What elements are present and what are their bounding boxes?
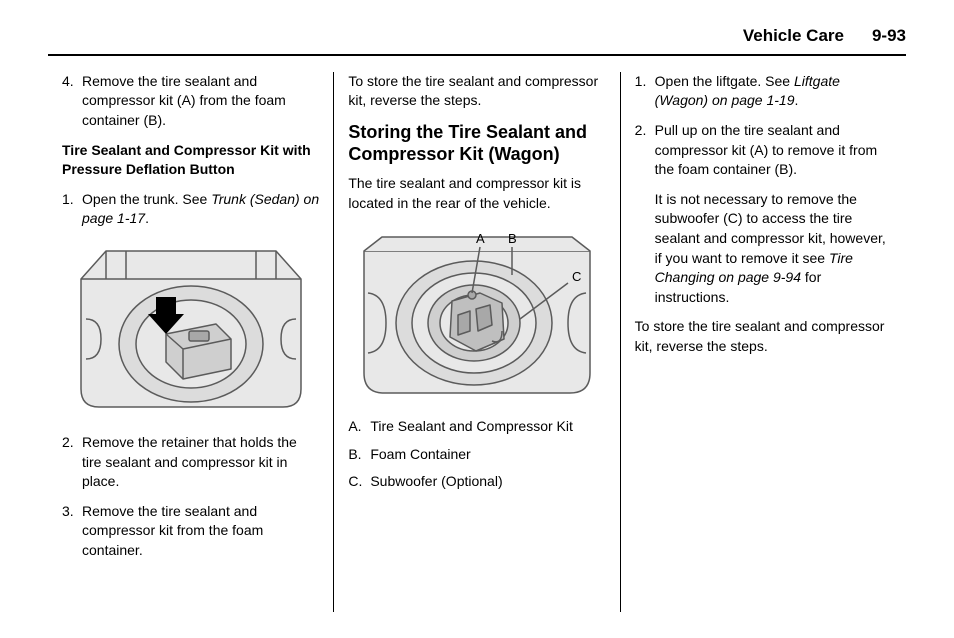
col3-steps-list: 1. Open the liftgate. See Liftgate (Wago…	[635, 72, 892, 180]
text-run: .	[145, 210, 149, 226]
col3-closing: To store the tire sealant and compressor…	[635, 317, 892, 356]
wagon-compartment-illustration: A B C	[352, 223, 602, 403]
column-2: To store the tire sealant and compressor…	[333, 72, 619, 612]
list-number: 1.	[635, 72, 655, 111]
col1-continued-list: 4. Remove the tire sealant and compresso…	[62, 72, 319, 131]
legend-item: A. Tire Sealant and Compressor Kit	[348, 417, 605, 437]
list-text: Pull up on the tire sealant and compress…	[655, 121, 892, 180]
text-run: Open the liftgate. See	[655, 73, 794, 89]
col2-intro: To store the tire sealant and compressor…	[348, 72, 605, 111]
list-text: Remove the tire sealant and compressor k…	[82, 502, 319, 561]
legend-label: C.	[348, 472, 370, 492]
col2-heading: Storing the Tire Sealant and Compressor …	[348, 121, 605, 166]
column-3: 1. Open the liftgate. See Liftgate (Wago…	[620, 72, 906, 612]
list-text: Remove the retainer that holds the tire …	[82, 433, 319, 492]
col3-note: It is not necessary to remove the subwoo…	[655, 190, 892, 308]
figure-label-a: A	[476, 231, 485, 246]
list-number: 2.	[62, 433, 82, 492]
col2-desc: The tire sealant and compressor kit is l…	[348, 174, 605, 213]
content-columns: 4. Remove the tire sealant and compresso…	[48, 72, 906, 612]
legend-label: B.	[348, 445, 370, 465]
list-item: 2. Remove the retainer that holds the ti…	[62, 433, 319, 492]
legend-item: B. Foam Container	[348, 445, 605, 465]
col1-subheading: Tire Sealant and Compressor Kit with Pre…	[62, 141, 319, 180]
list-item: 1. Open the trunk. See Trunk (Sedan) on …	[62, 190, 319, 229]
list-item: 1. Open the liftgate. See Liftgate (Wago…	[635, 72, 892, 111]
text-run: Open the trunk. See	[82, 191, 211, 207]
list-number: 1.	[62, 190, 82, 229]
list-text: Remove the tire sealant and compressor k…	[82, 72, 319, 131]
list-item: 3. Remove the tire sealant and compresso…	[62, 502, 319, 561]
list-number: 3.	[62, 502, 82, 561]
trunk-compartment-illustration	[71, 239, 311, 419]
column-1: 4. Remove the tire sealant and compresso…	[48, 72, 333, 612]
list-item: 2. Pull up on the tire sealant and compr…	[635, 121, 892, 180]
legend-text: Foam Container	[370, 445, 605, 465]
col1-steps-list: 1. Open the trunk. See Trunk (Sedan) on …	[62, 190, 319, 229]
legend-label: A.	[348, 417, 370, 437]
list-item: 4. Remove the tire sealant and compresso…	[62, 72, 319, 131]
legend-text: Subwoofer (Optional)	[370, 472, 605, 492]
figure-label-b: B	[508, 231, 517, 246]
col2-legend: A. Tire Sealant and Compressor Kit B. Fo…	[348, 417, 605, 492]
list-text: Open the trunk. See Trunk (Sedan) on pag…	[82, 190, 319, 229]
list-text: Open the liftgate. See Liftgate (Wagon) …	[655, 72, 892, 111]
list-number: 4.	[62, 72, 82, 131]
col1-figure	[62, 239, 319, 419]
header-section-title: Vehicle Care	[743, 24, 844, 48]
col1-steps-list-cont: 2. Remove the retainer that holds the ti…	[62, 433, 319, 561]
figure-label-c: C	[572, 269, 581, 284]
legend-text: Tire Sealant and Compressor Kit	[370, 417, 605, 437]
col2-figure: A B C	[348, 223, 605, 403]
text-run: .	[795, 92, 799, 108]
list-number: 2.	[635, 121, 655, 180]
header-page-number: 9-93	[872, 24, 906, 48]
page-header: Vehicle Care 9-93	[48, 24, 906, 56]
legend-item: C. Subwoofer (Optional)	[348, 472, 605, 492]
